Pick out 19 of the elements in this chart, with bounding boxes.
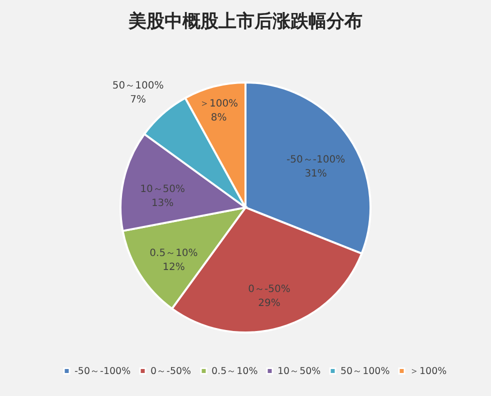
legend-label: 50～100% — [340, 366, 390, 378]
legend-label: -50～-100% — [74, 366, 131, 378]
legend-label: ＞100% — [410, 366, 447, 378]
data-label: 8% — [210, 112, 227, 124]
slice-label: 10～50% — [140, 184, 186, 195]
slice-label: ＞100% — [199, 98, 238, 110]
slice-label: 0.5～10% — [150, 248, 198, 260]
chart-title: 美股中概股上市后涨跌幅分布 — [128, 11, 362, 32]
data-label: 29% — [258, 298, 280, 310]
data-label: 13% — [151, 198, 174, 209]
legend-label: 0.5～10% — [212, 366, 258, 378]
slice-label: 50～100% — [112, 80, 164, 92]
data-label: 12% — [162, 262, 185, 274]
slice-label: 0～-50% — [248, 284, 290, 296]
data-label: 31% — [304, 168, 327, 180]
slice-label: -50～-100% — [286, 154, 346, 166]
legend-label: 10～50% — [278, 366, 321, 378]
legend-label: 0～-50% — [150, 366, 192, 378]
data-label: 7% — [130, 94, 146, 106]
